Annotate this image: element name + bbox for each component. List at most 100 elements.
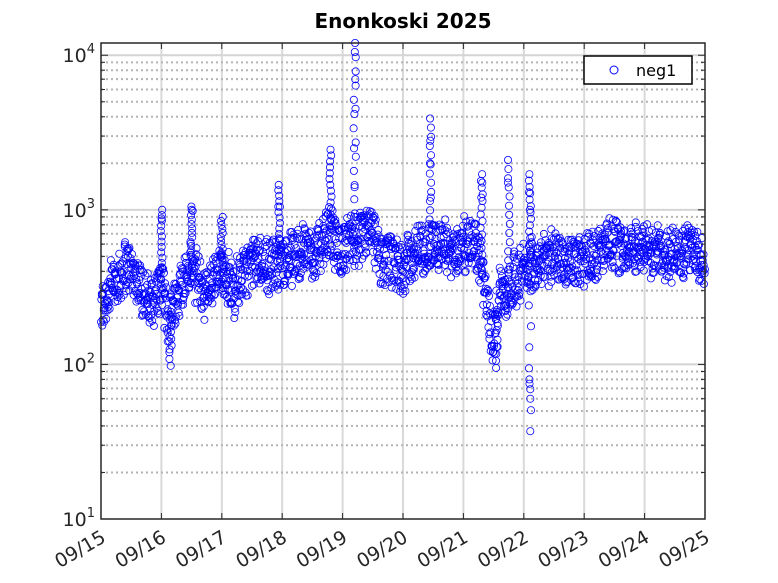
data-point: [572, 279, 581, 288]
data-point: [156, 274, 165, 283]
data-point: [589, 250, 598, 259]
data-point: [350, 212, 359, 221]
data-point: [351, 223, 360, 232]
data-point: [503, 178, 512, 187]
data-point: [484, 286, 493, 295]
data-point: [395, 245, 404, 254]
data-point: [152, 295, 161, 304]
data-point: [526, 280, 535, 289]
data-point: [350, 195, 359, 204]
data-point: [298, 220, 307, 229]
data-point: [381, 265, 390, 274]
data-point: [167, 334, 176, 343]
data-point: [354, 236, 363, 245]
data-point: [504, 183, 513, 192]
data-point: [529, 283, 538, 292]
data-point: [505, 210, 514, 219]
data-point: [138, 310, 147, 319]
data-point: [592, 249, 601, 258]
data-point: [387, 232, 396, 241]
data-point: [426, 206, 435, 215]
data-point: [599, 257, 608, 266]
data-point: [453, 266, 462, 275]
data-point: [146, 304, 155, 313]
data-point: [392, 235, 401, 244]
data-point: [327, 204, 336, 213]
data-point: [274, 246, 283, 255]
data-point: [401, 286, 410, 295]
data-point: [612, 217, 621, 226]
data-point: [503, 283, 512, 292]
data-point: [557, 259, 566, 268]
data-point: [379, 260, 388, 269]
data-point: [515, 291, 524, 300]
data-point: [166, 321, 175, 330]
data-point: [479, 258, 488, 267]
data-point: [299, 249, 308, 258]
data-point: [340, 237, 349, 246]
data-point: [494, 296, 503, 305]
data-point: [275, 224, 284, 233]
data-point: [141, 271, 150, 280]
data-point: [683, 250, 692, 259]
data-point: [403, 254, 412, 263]
data-point: [476, 210, 485, 219]
data-point: [427, 187, 436, 196]
data-point: [496, 301, 505, 310]
data-point: [504, 165, 513, 174]
data-point: [699, 261, 708, 270]
data-point: [204, 297, 213, 306]
data-point: [639, 266, 648, 275]
data-point: [300, 224, 309, 233]
data-point: [290, 240, 299, 249]
data-point: [136, 272, 145, 281]
data-point: [442, 268, 451, 277]
data-point: [409, 263, 418, 272]
data-point: [505, 262, 514, 271]
data-point: [152, 289, 161, 298]
data-point: [519, 239, 528, 248]
data-point: [525, 182, 534, 191]
data-point: [642, 235, 651, 244]
data-point: [524, 259, 533, 268]
data-point: [628, 229, 637, 238]
data-point: [351, 138, 360, 147]
x-tick-label: 09/23: [534, 526, 592, 572]
data-point: [478, 178, 487, 187]
data-point: [389, 239, 398, 248]
data-point: [155, 310, 164, 319]
data-point: [378, 279, 387, 288]
data-point: [293, 229, 302, 238]
data-point: [351, 53, 360, 62]
data-point: [217, 220, 226, 229]
data-point: [137, 265, 146, 274]
data-point: [544, 258, 553, 267]
data-point: [525, 227, 534, 236]
data-point: [326, 198, 335, 207]
data-point: [275, 197, 284, 206]
data-point: [505, 192, 514, 201]
data-point: [505, 219, 514, 228]
data-point: [664, 273, 673, 282]
x-tick-label: 09/24: [595, 526, 653, 572]
data-point: [180, 285, 189, 294]
data-point: [109, 260, 118, 269]
data-point: [217, 240, 226, 249]
data-point: [684, 227, 693, 236]
data-point: [238, 285, 247, 294]
data-point: [413, 245, 422, 254]
data-point: [217, 252, 226, 261]
data-point: [218, 268, 227, 277]
data-point: [349, 166, 358, 175]
data-point: [118, 257, 127, 266]
data-point: [148, 316, 157, 325]
data-point: [419, 246, 428, 255]
data-point: [627, 224, 636, 233]
data-point: [410, 273, 419, 282]
data-point: [298, 252, 307, 261]
data-point: [655, 230, 664, 239]
data-point: [425, 159, 434, 168]
data-point: [165, 337, 174, 346]
data-point: [259, 247, 268, 256]
data-point: [296, 268, 305, 277]
